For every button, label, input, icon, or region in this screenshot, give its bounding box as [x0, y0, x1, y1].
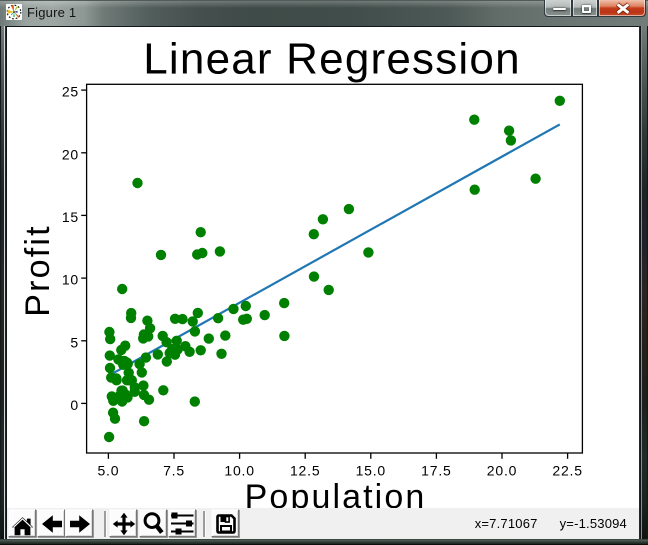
svg-text:10: 10 — [62, 272, 79, 288]
svg-text:20: 20 — [62, 146, 79, 162]
svg-text:12.5: 12.5 — [290, 462, 320, 478]
svg-text:Profit: Profit — [19, 224, 57, 317]
svg-text:Linear Regression: Linear Regression — [143, 35, 521, 84]
svg-text:25: 25 — [62, 84, 79, 100]
svg-text:0: 0 — [70, 397, 79, 413]
svg-text:7.5: 7.5 — [163, 462, 185, 478]
svg-text:10.0: 10.0 — [224, 462, 254, 478]
svg-text:20.0: 20.0 — [487, 462, 517, 478]
svg-text:5: 5 — [70, 334, 79, 350]
svg-text:15: 15 — [62, 209, 79, 225]
svg-text:15.0: 15.0 — [356, 462, 386, 478]
svg-text:Population: Population — [245, 478, 427, 508]
svg-text:17.5: 17.5 — [421, 462, 451, 478]
svg-text:22.5: 22.5 — [552, 462, 582, 478]
svg-text:5.0: 5.0 — [97, 462, 119, 478]
